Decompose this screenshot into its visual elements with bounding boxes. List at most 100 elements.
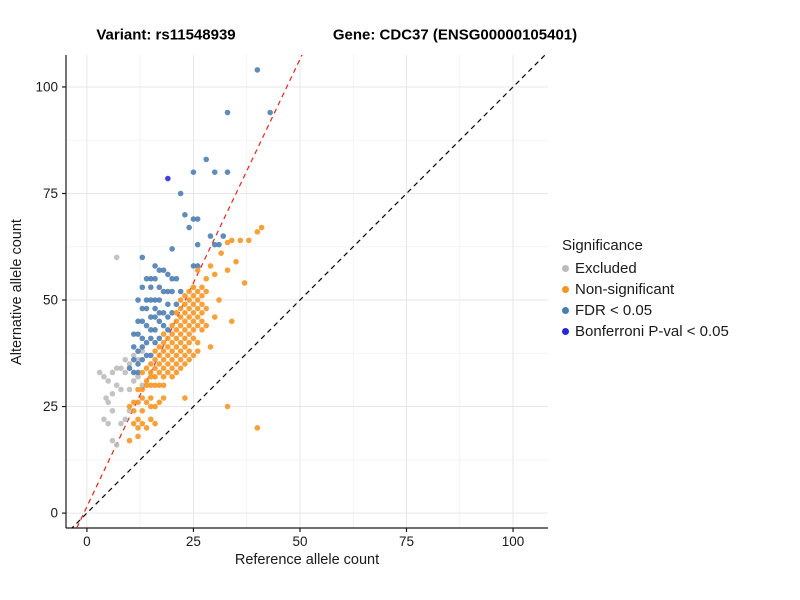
data-point — [224, 169, 231, 175]
data-point — [165, 352, 171, 359]
data-point — [152, 275, 158, 282]
data-point — [220, 233, 227, 239]
data-point — [177, 339, 184, 346]
data-point — [207, 344, 214, 350]
data-point — [148, 335, 154, 342]
data-point — [237, 237, 244, 244]
data-point — [165, 271, 171, 278]
data-point — [113, 254, 120, 261]
data-point — [152, 365, 158, 372]
data-point — [156, 399, 163, 406]
data-point — [169, 373, 175, 380]
data-point — [101, 416, 107, 423]
data-point — [194, 305, 201, 312]
data-point — [135, 297, 141, 303]
data-point — [152, 339, 158, 346]
legend-item-label: Bonferroni P-val < 0.05 — [575, 323, 729, 340]
data-point — [152, 263, 158, 269]
data-point — [186, 331, 192, 337]
data-point — [122, 369, 129, 376]
data-point — [122, 416, 129, 423]
data-point — [143, 425, 150, 431]
data-point — [241, 280, 248, 286]
data-point — [156, 352, 163, 359]
data-point — [173, 369, 180, 376]
data-point — [135, 386, 141, 393]
data-point — [160, 373, 167, 380]
data-point — [177, 322, 184, 329]
data-point — [156, 382, 163, 389]
data-point — [148, 382, 154, 389]
data-point — [152, 382, 158, 389]
y-tick-label: 0 — [50, 506, 58, 521]
data-point — [156, 369, 163, 376]
legend-item-label: Non-significant — [575, 281, 675, 298]
data-point — [190, 292, 197, 299]
data-point — [182, 352, 188, 359]
data-point — [118, 365, 124, 372]
data-point — [130, 420, 137, 427]
data-point — [173, 318, 180, 325]
data-point — [207, 233, 214, 239]
data-point — [139, 395, 146, 401]
legend-item: Excluded — [562, 258, 729, 279]
data-point — [173, 327, 180, 333]
data-point — [105, 420, 111, 427]
data-point — [177, 348, 184, 354]
y-tick-label: 25 — [43, 399, 58, 414]
identity-line — [71, 55, 546, 528]
data-point — [135, 425, 141, 431]
data-point — [130, 331, 137, 337]
data-point — [186, 288, 192, 295]
data-point — [126, 365, 133, 372]
legend-dot-icon — [562, 307, 569, 314]
data-point — [182, 310, 188, 316]
data-point — [199, 318, 205, 325]
data-point — [173, 352, 180, 359]
data-point — [101, 373, 107, 380]
data-point — [199, 284, 205, 291]
data-point — [118, 386, 124, 393]
data-point — [165, 344, 171, 350]
data-point — [152, 305, 158, 312]
data-point — [182, 327, 188, 333]
data-point — [160, 365, 167, 372]
data-point — [152, 356, 158, 363]
data-point — [156, 361, 163, 367]
data-point — [177, 331, 184, 337]
data-point — [143, 365, 150, 372]
data-point — [203, 156, 210, 163]
data-point — [216, 297, 222, 303]
data-point — [148, 361, 154, 367]
data-point — [160, 310, 167, 316]
data-point — [190, 284, 197, 291]
data-point — [143, 305, 150, 312]
data-point — [152, 348, 158, 354]
data-point — [165, 327, 171, 333]
data-point — [186, 224, 192, 231]
data-point — [148, 297, 154, 303]
data-point — [109, 408, 116, 414]
legend-item: FDR < 0.05 — [562, 300, 729, 321]
data-point — [160, 339, 167, 346]
data-point — [139, 335, 146, 342]
legend-item-label: Excluded — [575, 260, 637, 277]
data-point — [224, 239, 231, 246]
data-point — [113, 382, 120, 389]
data-point — [177, 190, 184, 197]
data-point — [148, 369, 154, 376]
data-point — [160, 348, 167, 354]
data-point — [190, 318, 197, 325]
data-point — [194, 216, 201, 222]
data-point — [135, 433, 141, 440]
data-point — [224, 267, 231, 273]
data-point — [224, 109, 231, 116]
data-point — [182, 211, 188, 218]
data-point — [126, 437, 133, 444]
x-tick-label: 50 — [292, 534, 307, 549]
data-point — [177, 288, 184, 295]
legend-dot-icon — [562, 286, 569, 293]
data-point — [194, 288, 201, 295]
